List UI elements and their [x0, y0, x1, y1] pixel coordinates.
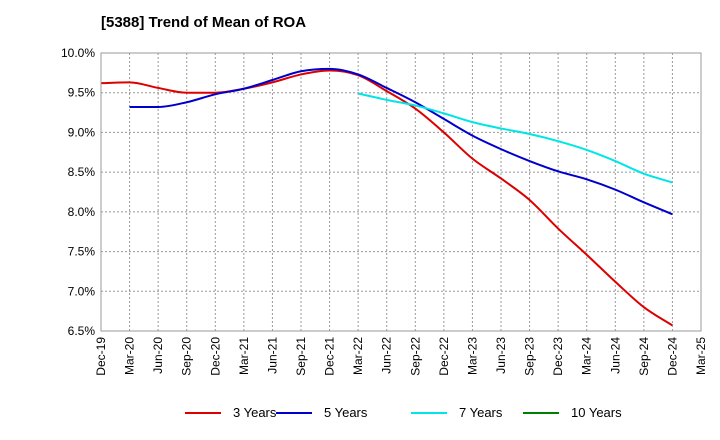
legend-label-7-years: 7 Years — [459, 405, 503, 420]
y-tick-label: 10.0% — [61, 46, 95, 60]
y-tick-label: 8.5% — [68, 165, 96, 179]
x-tick-label: Jun-22 — [380, 337, 394, 374]
plot-frame — [100, 52, 702, 332]
legend-swatch-7-years — [411, 411, 447, 414]
legend-label-3-years: 3 Years — [233, 405, 277, 420]
x-tick-label: Mar-25 — [694, 337, 708, 375]
legend-item-7-years: 7 Years — [411, 405, 502, 420]
x-tick-label: Mar-20 — [123, 337, 137, 375]
legend-swatch-10-years — [523, 411, 559, 414]
legend-swatch-5-years — [276, 411, 312, 414]
x-tick-label: Mar-21 — [237, 337, 251, 375]
x-tick-label: Sep-23 — [523, 337, 537, 376]
x-tick-label: Dec-21 — [323, 337, 337, 376]
legend-item-10-years: 10 Years — [523, 405, 622, 420]
series-line-5-years — [129, 67, 673, 216]
y-tick-label: 8.0% — [68, 205, 96, 219]
x-tick-label: Jun-21 — [265, 337, 279, 374]
x-tick-label: Sep-21 — [294, 337, 308, 376]
legend-swatch-3-years — [185, 411, 221, 414]
axis-layer: 6.5% 7.0% 7.5% 8.0% 8.5% 9.0% 9.5% 10.0% Dec-19 M… — [61, 46, 708, 376]
x-tick-label: Dec-20 — [208, 337, 222, 376]
x-tick-label: Dec-24 — [665, 337, 679, 376]
y-tick-label: 6.5% — [68, 324, 96, 338]
series-line-3-years — [100, 69, 673, 327]
y-tick-label: 7.5% — [68, 245, 96, 259]
legend: 3 Years 5 Years 7 Years 10 Years — [0, 405, 720, 425]
series-layer — [100, 67, 673, 327]
x-tick-label: Sep-24 — [637, 337, 651, 376]
legend-item-5-years: 5 Years — [276, 405, 367, 420]
y-tick-label: 7.0% — [68, 284, 96, 298]
legend-label-10-years: 10 Years — [571, 405, 622, 420]
x-tick-label: Dec-22 — [437, 337, 451, 376]
y-tick-label: 9.5% — [68, 86, 96, 100]
x-tick-label: Mar-24 — [580, 337, 594, 375]
x-tick-label: Mar-23 — [465, 337, 479, 375]
grid-layer — [101, 53, 701, 331]
series-line-7-years — [357, 92, 673, 184]
legend-item-3-years: 3 Years — [185, 405, 276, 420]
x-tick-label: Sep-22 — [408, 337, 422, 376]
x-tick-label: Jun-23 — [494, 337, 508, 374]
x-tick-label: Jun-20 — [151, 337, 165, 374]
legend-label-5-years: 5 Years — [324, 405, 368, 420]
y-tick-label: 9.0% — [68, 125, 96, 139]
x-tick-label: Dec-19 — [94, 337, 108, 376]
x-tick-label: Mar-22 — [351, 337, 365, 375]
x-tick-label: Sep-20 — [180, 337, 194, 376]
x-tick-label: Dec-23 — [551, 337, 565, 376]
chart-title: [5388] Trend of Mean of ROA — [101, 14, 307, 31]
x-tick-label: Jun-24 — [608, 337, 622, 374]
